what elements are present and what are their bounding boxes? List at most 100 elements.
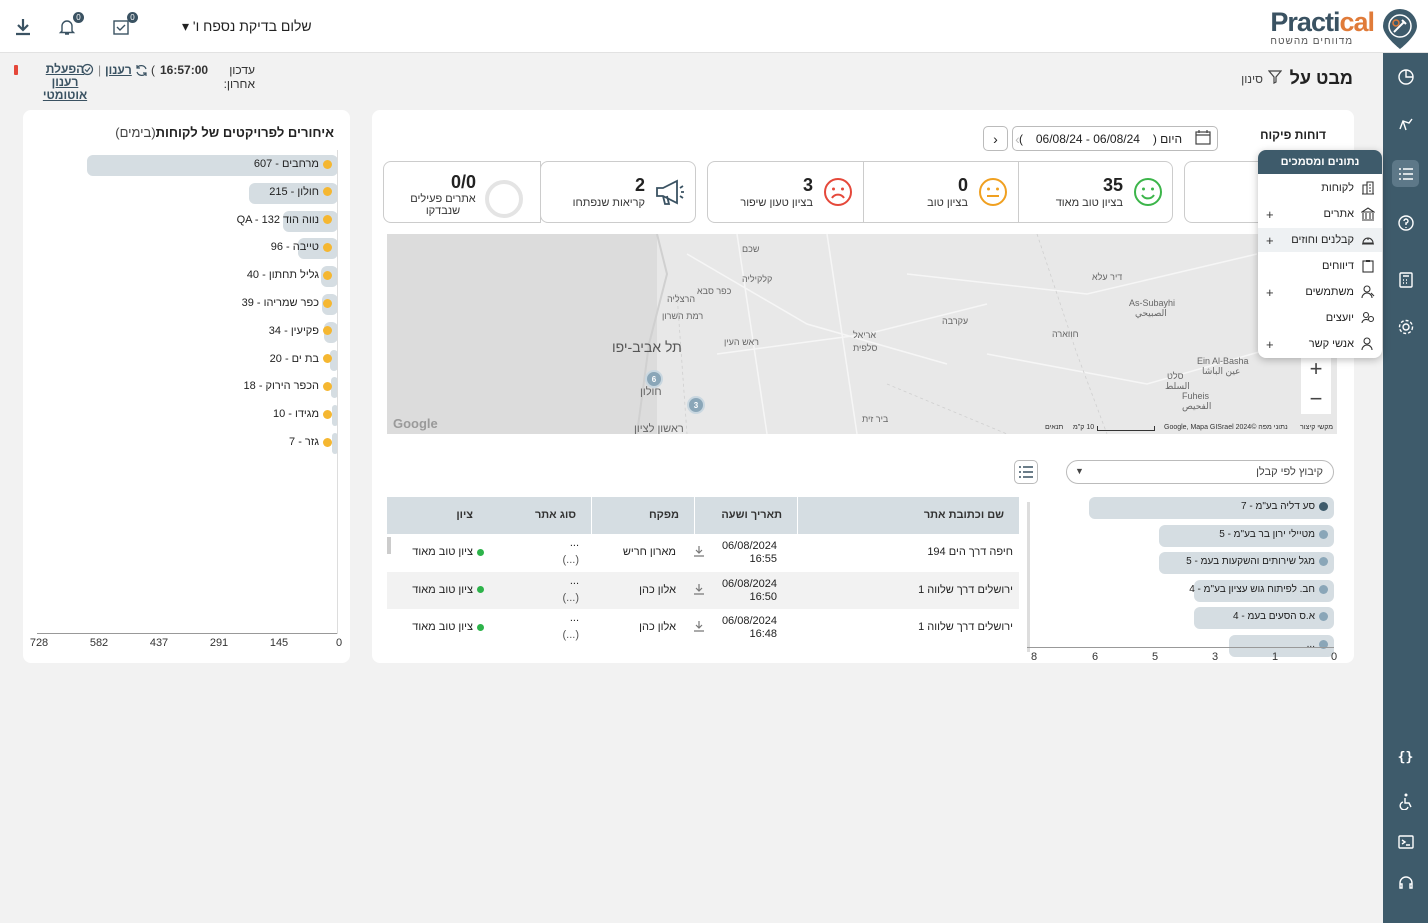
refresh-link[interactable]: רענון: [105, 63, 132, 77]
kpi-calls-box[interactable]: 2 קריאות שנפתחו: [540, 161, 696, 223]
menu-item-sites[interactable]: אתרים +: [1258, 202, 1382, 226]
data-list-icon[interactable]: [1392, 160, 1419, 187]
add-plus-icon[interactable]: +: [1266, 284, 1274, 300]
delay-bar-row[interactable]: בת ים - 20: [37, 349, 338, 371]
column-header-grade[interactable]: ציון: [456, 509, 473, 521]
cell-site-type-more[interactable]: (...): [562, 554, 580, 566]
practical-logo[interactable]: Practical מדווחים מהשטח: [1270, 4, 1420, 50]
delay-bar-row[interactable]: חולון - 215: [37, 182, 338, 204]
add-plus-icon[interactable]: +: [1266, 232, 1274, 248]
download-icon[interactable]: [10, 14, 36, 40]
contractor-bar-row[interactable]: א.ס הסעים בעמ - 4: [1089, 607, 1334, 630]
refresh-icon[interactable]: [135, 64, 148, 80]
delay-bar-label: גליל תחתון - 40: [247, 269, 332, 281]
prev-date-button[interactable]: ›: [983, 126, 1008, 151]
menu-item-contacts[interactable]: אנשי קשר +: [1258, 332, 1382, 356]
table-row[interactable]: ירושלים דרך שלווה 1 06/08/2024 16:50 אלון כ…: [387, 571, 1019, 609]
sites-map[interactable]: שכם קלקיליה כפר סבא הרצליה רמת השרון ראש…: [387, 234, 1337, 434]
calculator-icon[interactable]: [1392, 266, 1419, 293]
accessibility-icon[interactable]: [1392, 787, 1419, 814]
map-cluster-marker[interactable]: 3: [687, 396, 705, 414]
filter-label: סינון: [1241, 71, 1263, 86]
column-header-site-type[interactable]: סוג אתר: [534, 509, 576, 521]
auto-refresh-link[interactable]: הפעלת רענון אוטומטי: [42, 62, 88, 102]
contractor-bar[interactable]: [1194, 579, 1334, 602]
filter-button[interactable]: סינון: [1241, 70, 1283, 87]
next-date-button[interactable]: ‹: [1015, 130, 1020, 147]
reports-table: שם וכתובת אתר תאריך ושעה מפקח סוג אתר צי…: [387, 497, 1019, 647]
table-row[interactable]: ירושלים דרך שלווה 1 06/08/2024 16:48 אלון כ…: [387, 609, 1019, 646]
user-greeting-menu[interactable]: שלום בדיקת נספח ו' ▾: [182, 18, 312, 34]
column-header-site[interactable]: שם וכתובת אתר: [923, 509, 1004, 521]
contractor-chart-scrollbar[interactable]: [1027, 502, 1030, 652]
menu-item-clients[interactable]: לקוחות: [1258, 176, 1382, 200]
code-braces-icon[interactable]: {}: [1397, 750, 1414, 765]
delay-bar-row[interactable]: טייבה - 96: [37, 238, 338, 260]
map-zoom-in-button[interactable]: +: [1301, 354, 1331, 384]
contractor-bar-row[interactable]: חב. לפיתוח גוש עציון בע"מ - 4: [1089, 579, 1334, 602]
download-report-icon[interactable]: [693, 620, 705, 635]
dashboard-chart-icon[interactable]: [1392, 63, 1419, 90]
delay-bar-row[interactable]: מגידו - 10: [37, 405, 338, 427]
group-by-select[interactable]: קיבוץ לפי קבלן ▼: [1066, 460, 1334, 484]
auto-refresh-icon[interactable]: [81, 63, 94, 79]
delay-bar-row[interactable]: פקיעין - 34: [37, 321, 338, 343]
contractor-bar[interactable]: [1159, 524, 1334, 547]
download-report-icon[interactable]: [693, 545, 705, 560]
map-terms-link[interactable]: תנאים: [1045, 424, 1064, 431]
delay-bar[interactable]: [329, 349, 338, 371]
contractor-bar-row[interactable]: מטיילי ירון בר בע"מ - 5: [1089, 524, 1334, 547]
delay-bar-row[interactable]: נווה הוד QA - 132: [37, 210, 338, 232]
delay-bar[interactable]: [330, 377, 338, 399]
menu-item-contractors[interactable]: קבלנים וחוזים +: [1258, 228, 1382, 252]
delay-bar[interactable]: [87, 155, 338, 176]
table-row[interactable]: חיפה דרך הים 194 06/08/2024 16:55 מארון חרי…: [387, 534, 1019, 571]
delay-bar-row[interactable]: גזר - 7: [37, 433, 338, 454]
settings-gear-icon[interactable]: [1392, 313, 1419, 340]
contractor-bar[interactable]: [1194, 607, 1334, 630]
contractor-bar-row[interactable]: ...: [1089, 635, 1334, 657]
notifications-bell-icon[interactable]: 0: [54, 12, 84, 40]
menu-item-consultants[interactable]: יועצים: [1258, 306, 1382, 330]
map-zoom-out-button[interactable]: −: [1301, 384, 1331, 414]
menu-item-users[interactable]: משתמשים +: [1258, 280, 1382, 304]
date-range-picker[interactable]: היום ( 06/08/24 - 06/08/24 ): [1012, 126, 1218, 151]
table-scrollbar[interactable]: [387, 537, 391, 554]
menu-item-reports[interactable]: דיווחים: [1258, 254, 1382, 278]
google-logo[interactable]: Google: [393, 416, 438, 431]
map-pin-icon[interactable]: [1392, 110, 1419, 137]
delay-bar-row[interactable]: מרחבים - 607: [37, 155, 338, 176]
download-report-icon[interactable]: [693, 583, 705, 598]
terminal-icon[interactable]: [1392, 828, 1419, 855]
client-delays-title: איחורים לפרויקטים של לקוחות(בימים): [115, 125, 334, 140]
contractor-bar-row[interactable]: מגל שירותים והשקעות בעמ - 5: [1089, 552, 1334, 575]
logo-subtitle: מדווחים מהשטח: [1270, 35, 1354, 47]
help-chat-icon[interactable]: [1392, 209, 1419, 236]
contractor-bar-row[interactable]: סע דליה בע"מ - 7: [1089, 497, 1334, 519]
column-header-date[interactable]: תאריך ושעה: [721, 509, 782, 521]
contractor-bar[interactable]: [1229, 635, 1334, 657]
delay-bar-row[interactable]: הכפר הירוק - 18: [37, 377, 338, 399]
cell-site-type-more[interactable]: (...): [562, 591, 580, 604]
map-cluster-marker[interactable]: 6: [645, 370, 663, 388]
map-shortcuts-link[interactable]: מקשי קיצור: [1300, 424, 1334, 431]
add-plus-icon[interactable]: +: [1266, 336, 1274, 352]
contractor-bar[interactable]: [1089, 497, 1334, 519]
kpi-needs-improvement[interactable]: 3 בציון טעון שיפור: [708, 162, 863, 222]
delay-axis-tick: 0: [335, 637, 343, 649]
kpi-active-sites-box[interactable]: 0/0 אתרים פעילים שנבדקו: [383, 161, 541, 223]
delay-bar-row[interactable]: גליל תחתון - 40: [37, 266, 338, 288]
add-plus-icon[interactable]: +: [1266, 206, 1274, 222]
view-list-button[interactable]: [1014, 460, 1038, 484]
cell-site-type-more[interactable]: (...): [562, 629, 580, 641]
tasks-checkbox-icon[interactable]: 0: [108, 12, 138, 40]
delay-bar[interactable]: [332, 405, 338, 427]
delay-bar[interactable]: [332, 433, 338, 454]
kpi-very-good[interactable]: 35 בציון טוב מאוד: [1018, 162, 1173, 222]
support-headset-icon[interactable]: [1392, 869, 1419, 896]
contractor-bar[interactable]: [1159, 552, 1334, 575]
delay-bar[interactable]: [249, 182, 338, 204]
delay-bar-row[interactable]: כפר שמריהו - 39: [37, 294, 338, 315]
column-header-inspector[interactable]: מפקח: [648, 509, 679, 521]
kpi-good[interactable]: 0 בציון טוב: [863, 162, 1018, 222]
